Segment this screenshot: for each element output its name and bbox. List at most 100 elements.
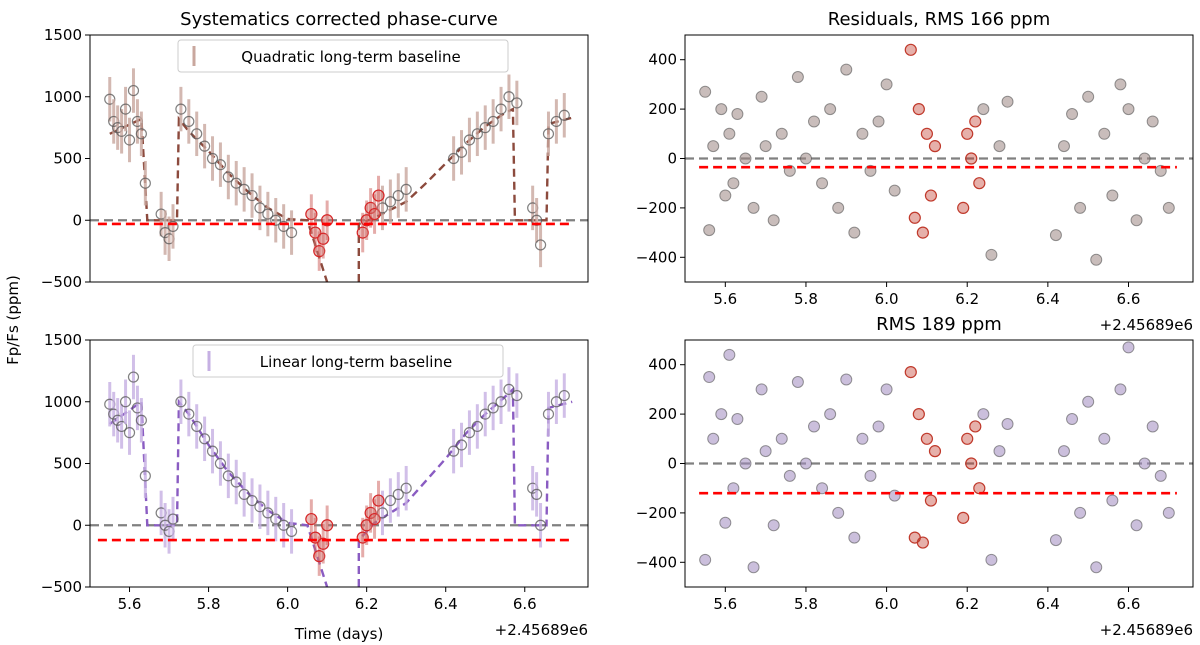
- data-point: [262, 208, 274, 220]
- legend: Linear long-term baseline: [192, 344, 504, 378]
- eclipse-residual-point: [961, 432, 974, 445]
- x-tick-label: 6.0: [276, 595, 300, 613]
- data-point: [448, 445, 460, 457]
- x-tick-label: 6.4: [434, 595, 458, 613]
- residual-point: [880, 78, 893, 91]
- phase-model-line: [109, 386, 573, 587]
- residual-point: [816, 482, 829, 495]
- data-point: [400, 482, 412, 494]
- residual-point: [699, 85, 712, 98]
- residual-point: [799, 152, 812, 165]
- eclipse-residual-point: [961, 127, 974, 140]
- residual-point: [1162, 201, 1175, 214]
- data-point: [222, 171, 234, 183]
- residual-point: [1066, 413, 1079, 426]
- eclipse-residual-point: [969, 115, 982, 128]
- residual-point: [985, 553, 998, 566]
- x-tick-label: 5.6: [713, 595, 737, 613]
- residual-point: [1130, 214, 1143, 227]
- panel-p3: −500 0 500 1000 1500 5.6 5.8 6.0 6.2 6.4 6.6 +2.456…: [4, 275, 589, 643]
- residual-point: [1106, 189, 1119, 202]
- residual-point: [1057, 140, 1070, 153]
- eclipse-residual-point: [916, 536, 929, 549]
- residual-point: [775, 432, 788, 445]
- x-tick-label: 6.2: [355, 595, 379, 613]
- x-tick-label: 6.4: [1036, 595, 1060, 613]
- residual-point: [1098, 432, 1111, 445]
- residual-point: [872, 420, 885, 433]
- eclipse-point: [372, 494, 385, 507]
- data-point: [392, 488, 404, 500]
- y-tick-label: 0: [667, 455, 677, 473]
- residual-point: [1162, 506, 1175, 519]
- eclipse-residual-point: [904, 366, 917, 379]
- data-point: [384, 196, 396, 208]
- residual-point: [755, 383, 768, 396]
- data-point: [139, 177, 151, 189]
- data-point: [175, 103, 187, 115]
- residual-point: [707, 140, 720, 153]
- residual-point: [1001, 95, 1014, 108]
- y-tick-label: −500: [41, 273, 82, 291]
- data-point: [135, 414, 147, 426]
- residual-point: [739, 457, 752, 470]
- legend-box: [192, 344, 504, 378]
- eclipse-residual-point: [920, 127, 934, 140]
- data-point: [487, 402, 499, 414]
- data-point: [167, 220, 179, 233]
- data-point: [479, 408, 491, 420]
- eclipse-residual-point: [957, 201, 970, 214]
- residual-point: [880, 383, 893, 396]
- eclipse-residual-point: [965, 457, 978, 470]
- x-tick-label: 5.8: [794, 290, 818, 308]
- eclipse-point: [372, 189, 385, 202]
- data-point: [531, 488, 543, 500]
- residual-point: [715, 103, 728, 116]
- residual-point: [767, 214, 780, 227]
- x-offset-text: +2.45689e6: [1100, 316, 1193, 334]
- x-tick-label: 5.6: [118, 595, 142, 613]
- data-point: [238, 183, 250, 195]
- residual-point: [759, 140, 772, 153]
- data-point: [127, 84, 140, 97]
- data-point: [199, 140, 211, 152]
- data-point: [191, 420, 203, 433]
- residual-point: [1049, 534, 1062, 547]
- y-tick-label: 500: [53, 455, 82, 473]
- data-point: [511, 389, 523, 402]
- x-tick-label: 6.2: [955, 595, 979, 613]
- eclipse-point: [321, 519, 334, 532]
- y-axis-label: Fp/Fs (ppm): [4, 275, 22, 365]
- panel-title: Residuals, RMS 166 ppm: [828, 9, 1051, 30]
- residual-point: [799, 457, 812, 470]
- y-tick-label: 1500: [44, 26, 82, 44]
- y-tick-label: 400: [648, 51, 677, 69]
- y-tick-label: 200: [648, 100, 677, 118]
- eclipse-residual-point: [924, 494, 938, 507]
- data-point: [139, 470, 151, 482]
- residual-point: [1122, 341, 1135, 354]
- eclipse-residual-point: [969, 420, 982, 433]
- y-tick-label: −400: [636, 553, 677, 571]
- data-point: [503, 91, 515, 103]
- x-tick-label: 6.6: [1117, 595, 1141, 613]
- residual-point: [856, 127, 869, 140]
- residual-point: [791, 70, 804, 83]
- data-point: [254, 501, 266, 513]
- residual-point: [1066, 108, 1079, 121]
- residual-point: [1098, 127, 1111, 140]
- residual-point: [1114, 78, 1127, 91]
- x-tick-label: 5.6: [713, 290, 737, 308]
- eclipse-residual-point: [957, 511, 970, 524]
- x-tick-label: 5.8: [794, 595, 818, 613]
- data-point: [278, 519, 290, 531]
- panel-title: RMS 189 ppm: [876, 314, 1002, 335]
- residual-point: [872, 115, 885, 128]
- data-point: [206, 152, 219, 165]
- data-point: [471, 420, 483, 433]
- residual-point: [1074, 506, 1087, 519]
- data-point: [558, 389, 570, 402]
- data-point: [542, 408, 555, 420]
- data-point: [384, 494, 396, 507]
